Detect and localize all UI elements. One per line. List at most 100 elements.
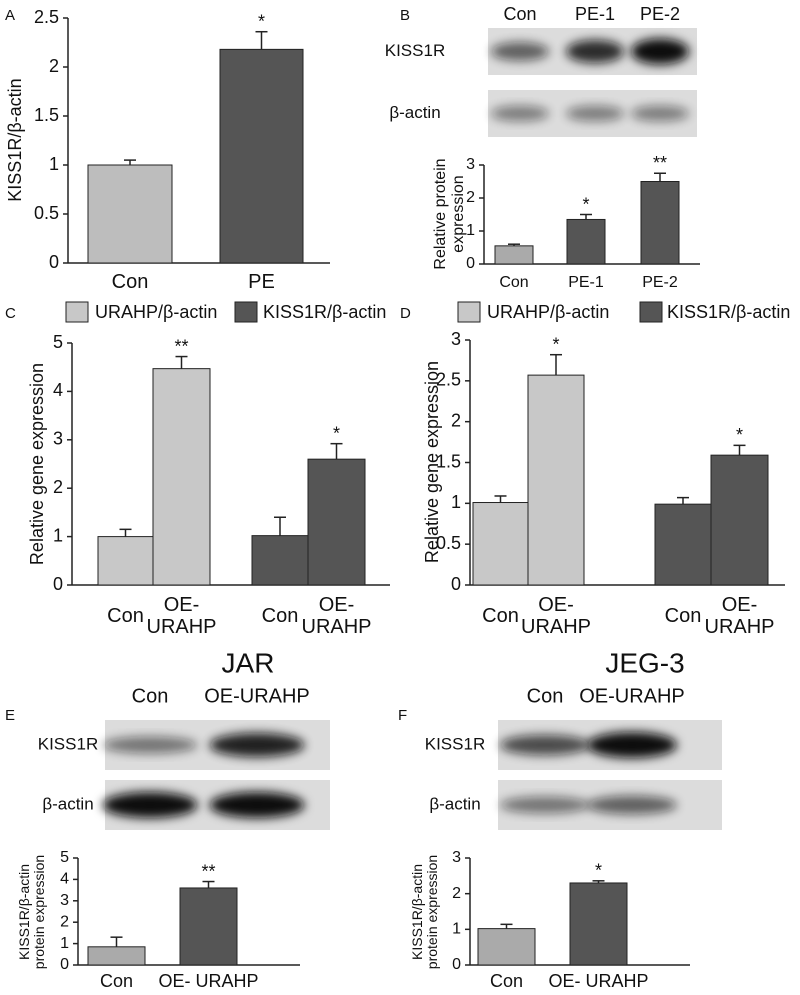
chart-panel: D 0 0.5 1 1.5 2 2.5 3 Relative gene expression Co… [400,301,790,678]
blot-row-label: β-actin [389,103,440,122]
significance-mark: * [258,11,265,31]
y-tick-label: 1 [49,154,59,174]
y-tick-label: 2 [451,410,461,430]
y-tick-label: 0 [452,956,461,973]
y-axis-title: Relative gene expression [27,362,48,566]
x-tick-label: Con [499,274,529,292]
y-tick-label: 2.5 [436,370,461,390]
x-tick-label-frame: PE [248,271,275,293]
blot-lane-label: OE-URAHP [579,685,685,707]
legend-swatch [639,301,663,323]
x-tick-label: Con [107,605,144,627]
significance-mark: * [333,423,340,443]
y-axis-title-frame: KISS1R/β-actin protein expression [15,854,47,970]
blot-band [209,792,305,818]
y-axis-title-frame: KISS1R/β-actin protein expression [408,854,440,970]
bar [87,164,173,264]
blot-band [102,736,198,754]
x-tick-label-box: Con [489,971,524,992]
y-tick-label: 2 [452,885,461,902]
panel-letter: C [5,305,16,322]
y-tick-label: 1 [60,935,69,952]
y-tick-label: 2 [466,189,475,206]
significance-mark: ** [653,153,667,173]
cell-line-title: JAR [222,647,275,678]
error-bar [175,355,188,369]
error-bar [592,880,605,883]
error-bar [500,923,513,929]
y-axis-title-frame: Relative gene expression [422,361,442,563]
y-tick-label: 5 [53,332,63,352]
blot-lane-label: Con [503,4,536,24]
error-bar [202,880,215,888]
bar [569,882,628,966]
blot-band [102,792,198,818]
error-bar [124,159,136,165]
x-tick-label-box: OE- URAHP [548,971,648,991]
blot-band [587,732,677,758]
x-tick-label: OE-URAHP [521,594,591,638]
y-tick-label: 3 [466,156,475,173]
y-axis-title-box: Relative gene expression [27,362,48,566]
significance-mark: * [595,861,602,881]
x-tick-label: Con [489,971,524,992]
x-tick-label-frame: OE-URAHP [704,594,775,638]
y-tick-label: 1 [452,921,461,938]
y-tick-label: 1.5 [436,451,461,471]
bar [477,928,536,966]
y-axis-title-box: KISS1R/β-actin protein expression [408,854,440,970]
x-tick-label-box: OE-URAHP [704,594,775,638]
x-tick-label-box: OE- URAHP [158,971,258,991]
y-tick-label: 5 [60,849,69,866]
y-axis-title-box: KISS1R/β-actin [5,78,26,202]
blot-row-label: β-actin [42,794,93,813]
panel-letter: D [400,305,411,322]
y-axis-title-frame: KISS1R/β-actin [5,78,26,202]
x-tick-label-frame: PE-1 [568,274,604,291]
blot-band [566,105,624,122]
x-tick-label-frame: Con [100,971,133,991]
y-tick-label: 3 [452,849,461,866]
y-tick-label: 0 [49,252,59,272]
x-tick-label-box: PE [248,271,275,293]
bar [710,454,769,586]
legend-label: KISS1R/β-actin [667,302,790,322]
y-axis-title-box: Relative protein expression [432,158,467,270]
blot-band [631,38,689,65]
x-tick-label-box: OE-URAHP [146,594,217,638]
y-tick-label: 0.5 [34,203,59,223]
chart-panel: A 0 0.5 1 1.5 2 2.5 KISS1R/β-actin Con * PE [5,7,330,293]
y-axis-title: KISS1R/β-actin [5,78,26,202]
y-tick-label: 0 [53,574,63,594]
blot-band [209,732,305,758]
x-tick-label-box: Con [665,605,702,627]
bar [527,374,585,586]
blot-band [491,42,549,61]
chart-panel: F 0 1 2 3 KISS1R/β-actin protein expression Co… [398,685,722,992]
legend-swatch [457,301,481,323]
x-tick-label: Con [111,271,149,293]
x-tick-label: OE-URAHP [301,594,372,638]
y-axis-title: Relative protein expression [432,158,467,270]
blot-band [587,795,677,815]
x-tick-label: PE [248,271,275,293]
x-tick-label-box: OE-URAHP [521,594,591,638]
legend-label: URAHP/β-actin [95,302,217,322]
y-axis-title-frame: Relative gene expression [27,362,48,566]
x-tick-label: OE-URAHP [704,594,775,638]
x-tick-label: OE-URAHP [146,594,217,638]
error-bar [733,444,746,456]
y-tick-label: 2 [49,56,59,76]
bar [654,503,712,586]
panel-letter: B [400,7,410,24]
y-tick-label: 2 [60,913,69,930]
x-tick-label-box: Con [107,605,144,627]
y-axis-title: KISS1R/β-actin protein expression [408,854,440,970]
y-axis-title: KISS1R/β-actin protein expression [15,854,47,970]
legend-swatch [65,301,89,323]
x-tick-label: Con [482,605,519,627]
blot-band [491,105,549,122]
error-bar [330,442,343,460]
significance-mark: ** [201,861,215,881]
significance-mark: * [736,425,743,445]
